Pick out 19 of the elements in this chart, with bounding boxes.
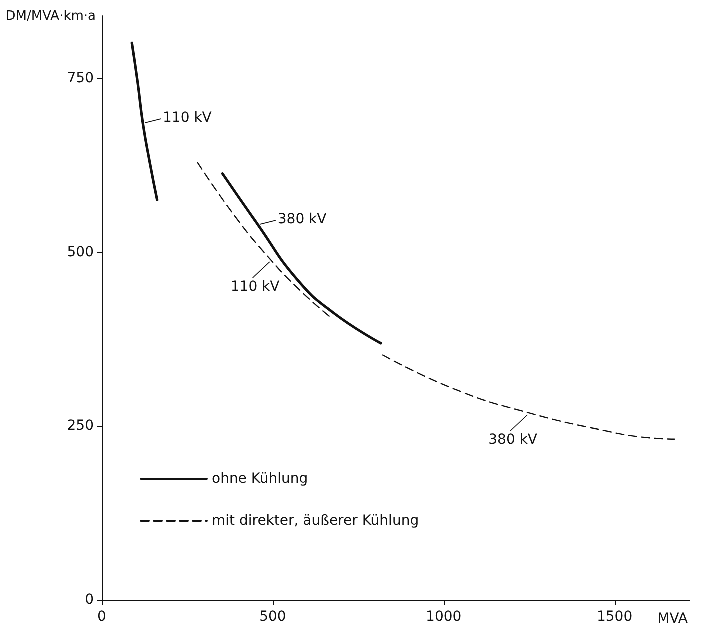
x-tick-label: 500 [260, 609, 286, 625]
y-tick-label: 500 [67, 244, 94, 260]
legend-label: ohne Kühlung [212, 471, 308, 487]
line-series [221, 172, 382, 345]
annotation: 380 kV [488, 432, 538, 448]
annotation: 110 kV [230, 279, 280, 296]
line-series [130, 42, 159, 202]
annotation: 110 kV [163, 110, 212, 126]
x-tick-label: 1500 [596, 609, 633, 625]
line-series [197, 162, 330, 317]
x-tick-label: 1000 [426, 609, 462, 625]
y-tick-label: 250 [67, 418, 94, 434]
annotation: 380 kV [278, 212, 328, 228]
y-tick-label: 750 [67, 70, 94, 87]
legend-label: mit direkter, äußerer Kühlung [212, 513, 420, 529]
y-tick-label: 0 [85, 592, 94, 608]
y-axis-title: DM/MVA·km·a [6, 9, 96, 24]
x-tick-label: 0 [98, 609, 106, 625]
x-axis-title: MVA [658, 611, 688, 627]
